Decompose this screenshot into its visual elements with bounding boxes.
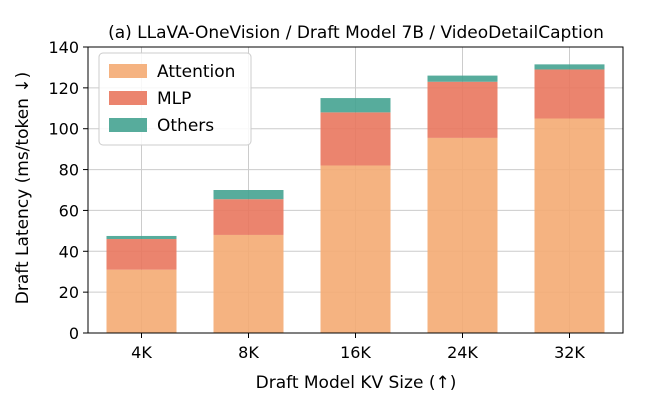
bar-mlp-16k [320,112,391,166]
legend-swatch-mlp [109,91,147,105]
x-tick-label: 32K [554,343,585,362]
bar-attention-32k [534,118,605,333]
y-tick-label: 0 [69,324,79,343]
legend-label-attention: Attention [157,62,235,82]
bar-others-16k [320,98,391,113]
x-tick-label: 24K [447,343,478,362]
x-tick-label: 8K [238,343,259,362]
bar-mlp-8k [213,199,284,235]
bar-attention-16k [320,165,391,333]
legend: Attention MLP Others [98,52,252,146]
y-tick-label: 100 [48,120,79,139]
bar-others-4k [106,235,177,240]
y-tick-label: 80 [59,161,79,180]
bar-mlp-32k [534,69,605,119]
bar-attention-8k [213,234,284,333]
bar-attention-24k [427,137,498,333]
y-tick-label: 40 [59,242,79,261]
bar-attention-4k [106,269,177,333]
bar-mlp-4k [106,239,177,270]
legend-label-mlp: MLP [157,89,191,109]
bar-mlp-24k [427,81,498,138]
y-tick-label: 120 [48,79,79,98]
y-tick-label: 140 [48,38,79,57]
y-tick-label: 60 [59,201,79,220]
x-tick-label: 4K [131,343,152,362]
legend-swatch-others [109,118,147,132]
y-tick-label: 20 [59,283,79,302]
legend-label-others: Others [157,116,214,136]
bar-others-8k [213,190,284,200]
bars [106,64,605,333]
bar-others-32k [534,64,605,70]
y-axis: 0 20 40 60 80 100 120 140 [48,38,88,343]
x-axis-label: Draft Model KV Size (↑) [256,373,457,393]
chart-title: (a) LLaVA-OneVision / Draft Model 7B / V… [108,23,604,43]
legend-swatch-attention [109,64,147,78]
x-tick-label: 16K [340,343,371,362]
y-axis-label: Draft Latency (ms/token ↓) [13,72,33,304]
x-axis: 4K 8K 16K 24K 32K [131,333,585,362]
bar-others-24k [427,75,498,82]
